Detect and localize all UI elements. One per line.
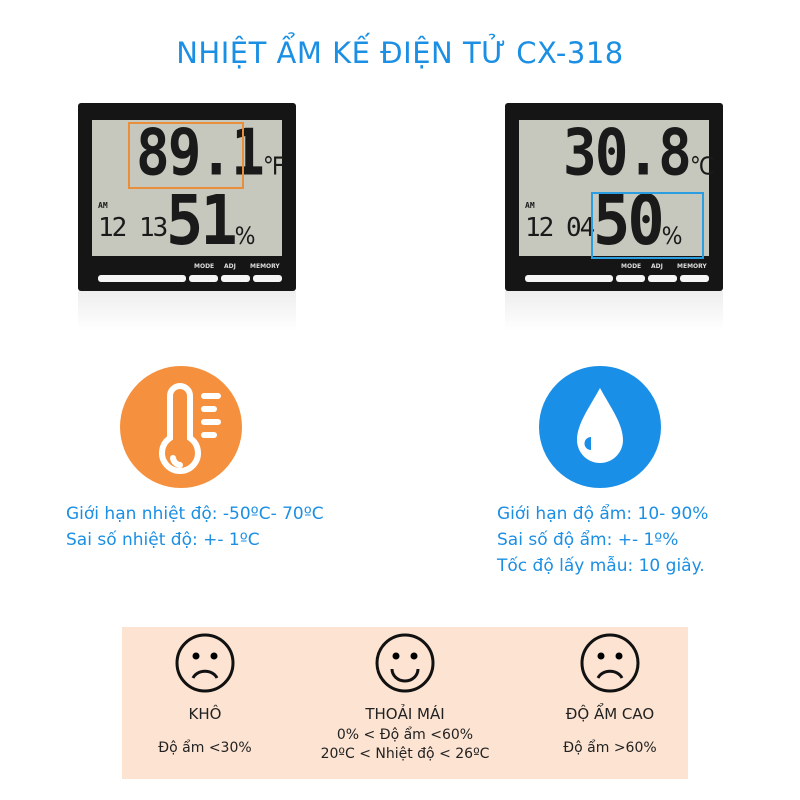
comfort-condition: Độ ẩm <30% xyxy=(158,740,252,756)
temperature-reading: 30.8°C xyxy=(563,116,714,191)
comfort-condition: 0% < Độ ẩm <60% xyxy=(336,727,474,743)
adj-label: ADJ xyxy=(224,263,236,270)
comfort-humid: ĐỘ ẨM CAO Độ ẩm >60% xyxy=(540,627,680,756)
temperature-accuracy: Sai số nhiệt độ: +- 1ºC xyxy=(66,530,260,550)
memory-button[interactable] xyxy=(253,275,282,282)
sampling-rate: Tốc độ lấy mẫu: 10 giây. xyxy=(497,556,705,576)
humidity-specs: Giới hạn độ ẩm: 10- 90% Sai số độ ẩm: +-… xyxy=(497,501,708,579)
time-reading: 12 04 xyxy=(525,213,595,243)
memory-label: MEMORY xyxy=(677,263,707,270)
am-indicator: AM xyxy=(98,201,108,210)
humidity-accuracy: Sai số độ ẩm: +- 1º% xyxy=(497,530,679,550)
hygrometer-device-fahrenheit: 89.1°F AM 12 13 51% MODE ADJ MEMORY xyxy=(78,103,296,331)
blank-button[interactable] xyxy=(525,275,613,282)
water-drop-icon xyxy=(577,388,623,463)
humidity-reading: 51% xyxy=(166,180,256,261)
mode-label: MODE xyxy=(194,263,215,270)
memory-label: MEMORY xyxy=(250,263,280,270)
device-reflection xyxy=(505,291,723,331)
blank-button[interactable] xyxy=(98,275,186,282)
lcd-screen: 30.8°C AM 12 04 50% xyxy=(519,116,714,261)
page-title: NHIỆT ẨM KẾ ĐIỆN TỬ CX-318 xyxy=(176,36,624,70)
comfort-condition: Độ ẩm >60% xyxy=(563,740,657,756)
time-reading: 12 13 xyxy=(98,213,168,243)
temperature-highlight xyxy=(128,122,244,189)
humidity-reading: 50% xyxy=(593,180,683,261)
temperature-range: Giới hạn nhiệt độ: -50ºC- 70ºC xyxy=(66,504,324,524)
water-drop-badge xyxy=(539,366,661,488)
comfort-dry: KHÔ Độ ẩm <30% xyxy=(140,627,270,756)
comfort-levels-panel: KHÔ Độ ẩm <30% THOẢI MÁI 0% < Độ ẩm <60%… xyxy=(122,627,688,779)
comfort-comfortable: THOẢI MÁI 0% < Độ ẩm <60% 20ºC < Nhiệt đ… xyxy=(310,627,500,762)
am-indicator: AM xyxy=(525,201,535,210)
happy-face-icon xyxy=(375,633,435,693)
mode-label: MODE xyxy=(621,263,642,270)
comfort-condition: 20ºC < Nhiệt độ < 26ºC xyxy=(320,746,490,762)
mode-button[interactable] xyxy=(189,275,218,282)
adj-button[interactable] xyxy=(648,275,677,282)
memory-button[interactable] xyxy=(680,275,709,282)
humidity-highlight xyxy=(591,192,704,259)
temperature-specs: Giới hạn nhiệt độ: -50ºC- 70ºC Sai số nh… xyxy=(66,501,324,553)
comfort-label: KHÔ xyxy=(188,705,222,723)
hygrometer-device-celsius: 30.8°C AM 12 04 50% MODE ADJ MEMORY xyxy=(505,103,723,331)
sad-face-icon xyxy=(580,633,640,693)
humidity-range: Giới hạn độ ẩm: 10- 90% xyxy=(497,504,709,524)
device-reflection xyxy=(78,291,296,331)
sad-face-icon xyxy=(175,633,235,693)
comfort-label: ĐỘ ẨM CAO xyxy=(565,705,655,723)
thermometer-badge xyxy=(120,366,242,488)
adj-label: ADJ xyxy=(651,263,663,270)
comfort-label: THOẢI MÁI xyxy=(365,705,445,723)
mode-button[interactable] xyxy=(616,275,645,282)
adj-button[interactable] xyxy=(221,275,250,282)
thermometer-icon xyxy=(159,383,221,474)
